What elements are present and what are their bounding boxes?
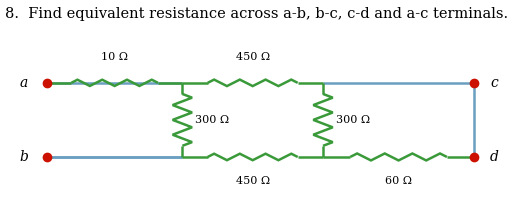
Text: a: a [19,76,28,90]
Text: 8.  Find equivalent resistance across a-b, b-c, c-d and a-c terminals.: 8. Find equivalent resistance across a-b… [5,7,508,20]
Text: 60 Ω: 60 Ω [385,176,412,186]
Text: b: b [19,150,28,164]
Text: 10 Ω: 10 Ω [101,52,128,62]
Text: 300 Ω: 300 Ω [195,115,229,125]
Text: 300 Ω: 300 Ω [336,115,370,125]
Text: d: d [489,150,499,164]
Text: c: c [490,76,498,90]
Text: 450 Ω: 450 Ω [235,176,270,186]
Text: 450 Ω: 450 Ω [235,52,270,62]
